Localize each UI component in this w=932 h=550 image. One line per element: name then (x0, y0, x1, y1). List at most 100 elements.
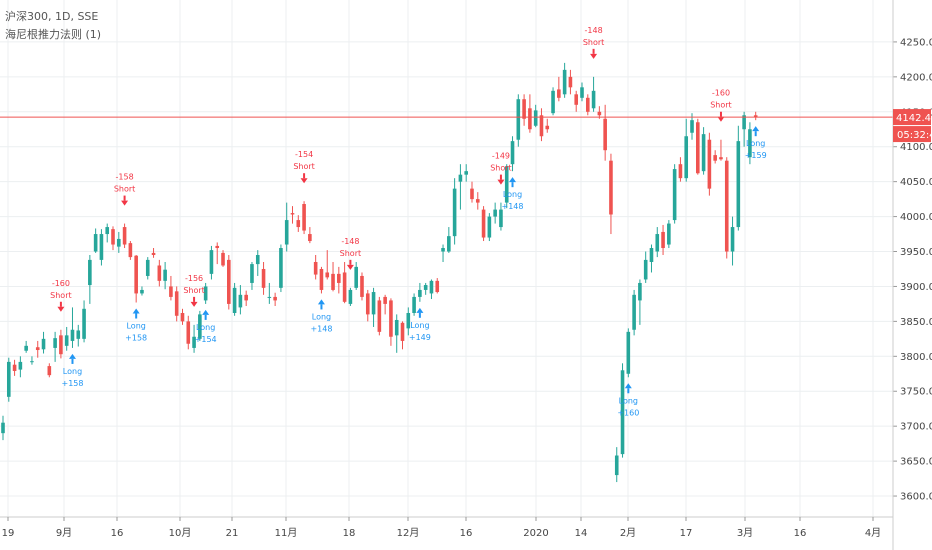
candle[interactable] (93, 228, 98, 253)
x-axis[interactable]: 19 9月 16 10月 21 11月 18 12月 16 2020 14 2月 17 3月 16 4月 (0, 516, 893, 539)
candle[interactable] (643, 251, 648, 283)
candle[interactable] (273, 292, 277, 307)
candle[interactable] (88, 255, 92, 304)
candle[interactable] (151, 248, 156, 258)
candle[interactable] (47, 363, 52, 378)
candle[interactable] (418, 282, 422, 302)
candle[interactable] (232, 282, 237, 316)
candle[interactable] (649, 244, 654, 273)
candle[interactable] (458, 164, 463, 210)
candle[interactable] (99, 229, 104, 266)
candle[interactable] (6, 357, 11, 402)
candle[interactable] (406, 307, 411, 336)
candle[interactable] (157, 259, 162, 287)
candle[interactable] (145, 257, 150, 280)
candle[interactable] (313, 255, 318, 280)
candle[interactable] (319, 266, 324, 294)
candle[interactable] (412, 293, 416, 316)
candle[interactable] (394, 314, 399, 353)
candle[interactable] (186, 315, 191, 350)
candle[interactable] (574, 90, 579, 112)
candle[interactable] (221, 250, 225, 267)
candle[interactable] (580, 82, 584, 102)
candle[interactable] (441, 244, 445, 262)
candle[interactable] (475, 192, 480, 210)
candle[interactable] (632, 289, 636, 336)
candle[interactable] (111, 226, 115, 251)
candle[interactable] (296, 215, 301, 232)
candle[interactable] (250, 261, 254, 290)
candle[interactable] (255, 250, 260, 276)
candle[interactable] (493, 202, 497, 224)
candle[interactable] (551, 87, 555, 116)
candle[interactable] (76, 324, 81, 347)
candle[interactable] (672, 164, 677, 224)
candle[interactable] (163, 261, 167, 290)
candle[interactable] (620, 363, 625, 458)
candle[interactable] (690, 113, 694, 140)
candle[interactable] (447, 227, 451, 253)
candle[interactable] (742, 111, 746, 147)
candle[interactable] (389, 298, 393, 346)
candle[interactable] (516, 94, 521, 147)
candle[interactable] (510, 136, 515, 172)
candle[interactable] (667, 220, 671, 249)
candle[interactable] (279, 244, 283, 293)
candle[interactable] (377, 296, 382, 336)
candle[interactable] (591, 76, 596, 112)
candle[interactable] (41, 331, 46, 354)
candle[interactable] (70, 307, 75, 348)
candle[interactable] (603, 104, 607, 161)
candle[interactable] (655, 227, 660, 258)
candle[interactable] (719, 139, 723, 161)
candle[interactable] (267, 282, 272, 304)
candle[interactable] (1, 415, 5, 441)
indicator-title[interactable]: 海尼根推力法则 (1) (5, 27, 101, 41)
candle[interactable] (365, 289, 370, 322)
candle[interactable] (308, 227, 312, 244)
candle[interactable] (609, 153, 613, 235)
candle[interactable] (331, 261, 335, 292)
candle[interactable] (360, 272, 364, 301)
candle[interactable] (198, 310, 202, 341)
y-axis[interactable]: 3600.0000 3650.0000 3700.0000 3750.0000 3800… (892, 0, 932, 550)
candle[interactable] (499, 202, 503, 231)
candle[interactable] (528, 94, 532, 133)
candle[interactable] (354, 261, 358, 290)
candle[interactable] (284, 202, 289, 252)
candle[interactable] (470, 181, 474, 203)
candle[interactable] (35, 340, 40, 358)
candle[interactable] (730, 216, 735, 266)
candle[interactable] (128, 241, 133, 260)
candle[interactable] (429, 279, 434, 300)
candle[interactable] (736, 125, 741, 231)
candle[interactable] (522, 94, 526, 126)
candle[interactable] (713, 150, 717, 164)
candle[interactable] (568, 69, 573, 95)
candle[interactable] (487, 213, 492, 242)
candle[interactable] (180, 308, 185, 325)
candle[interactable] (562, 62, 567, 98)
candle[interactable] (117, 231, 121, 253)
candle[interactable] (261, 261, 266, 295)
candle[interactable] (383, 294, 387, 315)
candle[interactable] (342, 261, 347, 304)
candle[interactable] (18, 356, 23, 378)
candle[interactable] (504, 164, 509, 209)
candle[interactable] (64, 326, 69, 351)
candle[interactable] (423, 282, 428, 295)
candle[interactable] (481, 206, 486, 242)
candle[interactable] (337, 266, 341, 294)
candle[interactable] (626, 328, 631, 378)
candle[interactable] (452, 178, 457, 245)
candle[interactable] (724, 157, 729, 259)
candle[interactable] (302, 201, 306, 235)
candle[interactable] (348, 287, 353, 307)
candle[interactable] (192, 324, 196, 353)
candle[interactable] (638, 279, 642, 325)
candle[interactable] (678, 157, 683, 182)
candle[interactable] (122, 223, 127, 249)
candle[interactable] (238, 285, 243, 315)
candle[interactable] (684, 118, 689, 182)
